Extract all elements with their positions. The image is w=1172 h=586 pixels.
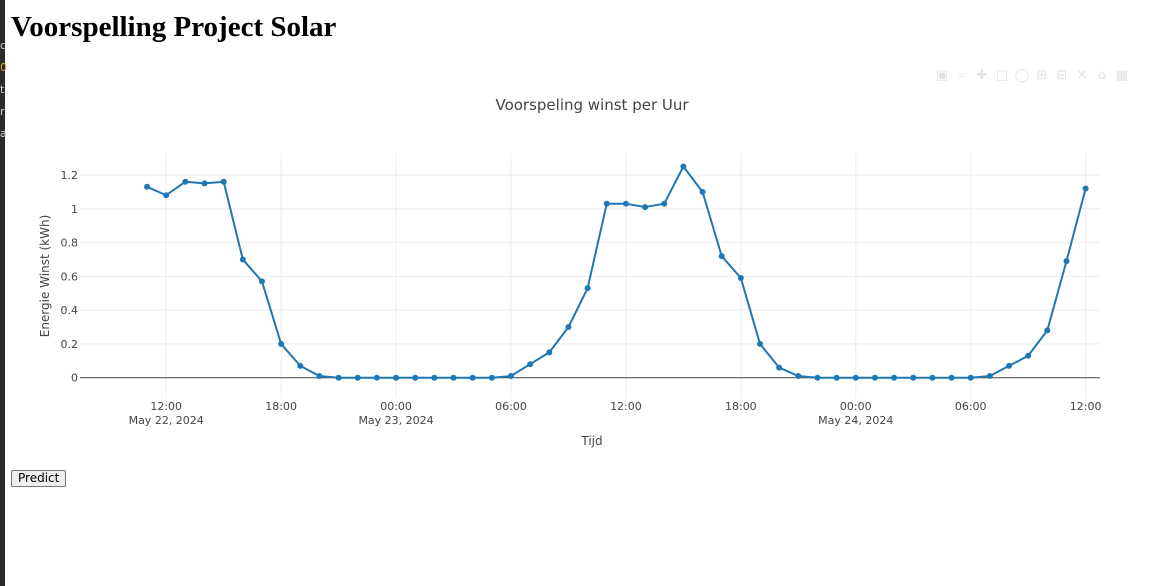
- series-line: [146, 165, 1087, 379]
- data-point[interactable]: [335, 374, 342, 381]
- x-tick-label: 12:00: [150, 400, 182, 413]
- data-point[interactable]: [182, 178, 189, 185]
- camera-icon[interactable]: ▣: [935, 67, 949, 83]
- data-point[interactable]: [469, 374, 476, 381]
- data-point[interactable]: [891, 374, 898, 381]
- data-point[interactable]: [852, 374, 859, 381]
- data-point[interactable]: [258, 278, 265, 285]
- data-point[interactable]: [661, 200, 668, 207]
- side-strip-char: r: [0, 105, 5, 118]
- data-point[interactable]: [795, 373, 802, 380]
- side-strip-char: 0: [0, 61, 7, 74]
- data-point[interactable]: [163, 192, 170, 199]
- data-point[interactable]: [814, 374, 821, 381]
- y-tick-label: 1: [71, 203, 78, 216]
- data-point[interactable]: [680, 163, 687, 170]
- data-point[interactable]: [1044, 327, 1051, 334]
- data-point[interactable]: [910, 374, 917, 381]
- side-strip-char: a: [0, 127, 7, 140]
- zoom-out-icon[interactable]: ⊟: [1056, 67, 1068, 83]
- side-strip-char: t: [0, 83, 5, 96]
- x-tick-label: 00:00: [380, 400, 412, 413]
- x-tick-label: 18:00: [725, 400, 757, 413]
- autoscale-icon[interactable]: ✕: [1076, 67, 1088, 83]
- reset-axes-icon[interactable]: ⌂: [1097, 67, 1107, 83]
- y-tick-label: 0.6: [61, 270, 79, 283]
- chart-container: Voorspeling winst per Uur 12:00 May 22, 20…: [0, 80, 1172, 460]
- data-point[interactable]: [699, 188, 706, 195]
- data-point[interactable]: [393, 374, 400, 381]
- data-point[interactable]: [373, 374, 380, 381]
- x-tick-date: May 22, 2024: [129, 414, 204, 427]
- data-point[interactable]: [833, 374, 840, 381]
- data-point[interactable]: [929, 374, 936, 381]
- data-point[interactable]: [354, 374, 361, 381]
- zoom-icon[interactable]: ⌕: [958, 67, 966, 83]
- x-tick-date: May 23, 2024: [358, 414, 433, 427]
- data-point[interactable]: [776, 364, 783, 371]
- side-strip-char: c: [0, 39, 7, 52]
- x-tick-label: 12:00: [1070, 400, 1102, 413]
- pan-icon[interactable]: ✚: [976, 67, 988, 83]
- data-point[interactable]: [584, 285, 591, 292]
- data-point[interactable]: [603, 200, 610, 207]
- data-point[interactable]: [967, 374, 974, 381]
- data-point[interactable]: [757, 340, 763, 347]
- data-point[interactable]: [1063, 258, 1070, 265]
- data-point[interactable]: [488, 374, 495, 381]
- y-tick-label: 0.8: [61, 237, 79, 250]
- data-point[interactable]: [718, 253, 725, 260]
- x-tick-label: 18:00: [265, 400, 297, 413]
- zoom-in-icon[interactable]: ⊞: [1036, 67, 1048, 83]
- data-point[interactable]: [450, 374, 457, 381]
- x-axis-label: Tijd: [580, 434, 602, 448]
- data-point[interactable]: [1082, 185, 1089, 192]
- data-point[interactable]: [527, 361, 534, 368]
- x-tick-date: May 24, 2024: [818, 414, 893, 427]
- data-point[interactable]: [239, 256, 246, 263]
- data-point[interactable]: [431, 374, 438, 381]
- data-point[interactable]: [316, 373, 323, 380]
- data-point[interactable]: [1025, 352, 1032, 359]
- data-point[interactable]: [642, 204, 649, 211]
- data-point[interactable]: [565, 324, 572, 331]
- y-tick-label: 1.2: [61, 169, 79, 182]
- data-point[interactable]: [412, 374, 419, 381]
- page-title: Voorspelling Project Solar: [11, 11, 337, 43]
- data-point[interactable]: [986, 373, 993, 380]
- data-point[interactable]: [297, 362, 304, 369]
- y-tick-label: 0.2: [61, 338, 79, 351]
- predict-button[interactable]: Predict: [11, 470, 67, 487]
- data-point[interactable]: [546, 349, 553, 356]
- data-point[interactable]: [201, 180, 208, 187]
- y-tick-label: 0: [71, 372, 78, 385]
- data-point[interactable]: [622, 200, 629, 207]
- x-tick-label: 12:00: [610, 400, 642, 413]
- data-point[interactable]: [948, 374, 955, 381]
- x-tick-label: 06:00: [955, 400, 987, 413]
- chart-title: Voorspeling winst per Uur: [495, 96, 689, 114]
- data-point[interactable]: [507, 373, 514, 380]
- data-point[interactable]: [737, 275, 744, 282]
- data-point[interactable]: [220, 178, 227, 185]
- lasso-icon[interactable]: ◯: [1014, 67, 1030, 83]
- data-point[interactable]: [278, 340, 285, 347]
- data-point[interactable]: [871, 374, 878, 381]
- plotly-logo-icon[interactable]: ▦: [1115, 67, 1129, 83]
- y-axis-label: Energie Winst (kWh): [38, 215, 52, 338]
- data-point[interactable]: [1006, 362, 1013, 369]
- data-point[interactable]: [144, 183, 151, 190]
- x-tick-label: 06:00: [495, 400, 527, 413]
- y-tick-label: 0.4: [61, 304, 79, 317]
- x-tick-label: 00:00: [840, 400, 872, 413]
- chart-modebar: ▣ ⌕ ✚ □ ◯ ⊞ ⊟ ✕ ⌂ ▦: [934, 66, 1166, 84]
- box-select-icon[interactable]: □: [995, 67, 1009, 83]
